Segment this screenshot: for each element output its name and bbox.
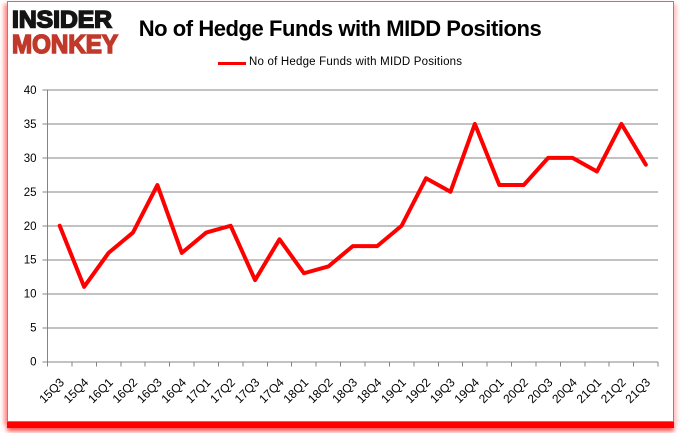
svg-text:17Q2: 17Q2 <box>207 375 238 406</box>
svg-text:15: 15 <box>24 255 37 267</box>
svg-text:18Q4: 18Q4 <box>354 375 385 406</box>
svg-text:16Q4: 16Q4 <box>158 375 189 406</box>
svg-text:17Q1: 17Q1 <box>183 375 214 406</box>
svg-text:16Q3: 16Q3 <box>134 375 165 406</box>
svg-text:19Q4: 19Q4 <box>451 375 482 406</box>
svg-text:MONKEY: MONKEY <box>12 29 118 59</box>
svg-text:20Q1: 20Q1 <box>476 375 507 406</box>
svg-text:18Q1: 18Q1 <box>281 375 312 406</box>
svg-text:20Q4: 20Q4 <box>549 375 580 406</box>
svg-text:25: 25 <box>24 187 37 199</box>
svg-text:0: 0 <box>30 357 36 369</box>
svg-text:19Q2: 19Q2 <box>403 375 434 406</box>
svg-text:16Q2: 16Q2 <box>110 375 141 406</box>
svg-text:17Q3: 17Q3 <box>232 375 263 406</box>
svg-text:20Q2: 20Q2 <box>500 375 531 406</box>
svg-text:INSIDER: INSIDER <box>12 7 112 34</box>
svg-text:40: 40 <box>24 85 37 97</box>
svg-text:17Q4: 17Q4 <box>256 375 287 406</box>
svg-text:19Q3: 19Q3 <box>427 375 458 406</box>
svg-text:19Q1: 19Q1 <box>378 375 409 406</box>
svg-text:5: 5 <box>30 323 36 335</box>
svg-text:21Q1: 21Q1 <box>574 375 605 406</box>
svg-text:15Q3: 15Q3 <box>36 375 67 406</box>
svg-text:18Q3: 18Q3 <box>329 375 360 406</box>
svg-text:16Q1: 16Q1 <box>85 375 116 406</box>
svg-text:15Q4: 15Q4 <box>61 375 92 406</box>
svg-text:20: 20 <box>24 221 37 233</box>
svg-text:21Q2: 21Q2 <box>598 375 629 406</box>
svg-text:30: 30 <box>24 153 37 165</box>
svg-text:20Q3: 20Q3 <box>525 375 556 406</box>
svg-text:18Q2: 18Q2 <box>305 375 336 406</box>
svg-text:35: 35 <box>24 119 37 131</box>
svg-text:21Q3: 21Q3 <box>622 375 653 406</box>
svg-text:10: 10 <box>24 289 37 301</box>
